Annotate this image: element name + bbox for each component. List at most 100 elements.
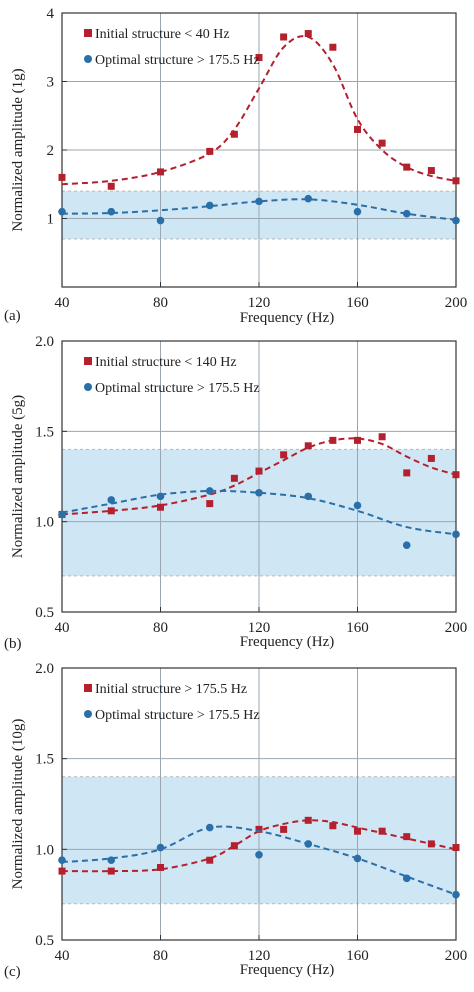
data-point-square [58, 867, 66, 875]
data-point-square [157, 863, 164, 871]
data-point-circle [205, 823, 214, 832]
data-point-square [354, 125, 361, 133]
data-point-circle [205, 487, 214, 495]
data-point-square [354, 827, 361, 835]
y-tick-label: 3 [47, 75, 55, 91]
x-tick-label: 40 [55, 620, 70, 636]
data-point-square [452, 177, 460, 185]
x-tick-label: 200 [445, 948, 468, 964]
data-point-square [452, 471, 460, 479]
y-tick-label: 1.5 [35, 752, 54, 768]
data-point-square [206, 856, 214, 864]
data-point-square [157, 503, 164, 511]
data-point-square [304, 30, 312, 38]
data-point-square [403, 469, 411, 477]
fit-curve [61, 825, 457, 896]
legend-circle-marker [84, 710, 92, 718]
legend-entry: Initial structure < 140 Hz [84, 355, 237, 370]
x-tick-label: 80 [153, 295, 168, 311]
data-point-circle [107, 856, 116, 865]
series-optimal [58, 487, 460, 549]
y-tick-label: 2.0 [35, 334, 54, 350]
data-point-circle [304, 492, 313, 501]
data-point-square [255, 825, 263, 833]
data-point-circle [58, 207, 66, 216]
data-point-square [427, 167, 435, 175]
y-axis-label: Normalized amplitude (10g) [10, 719, 26, 890]
data-point-square [329, 822, 337, 830]
legend-label: Optimal structure > 175.5 Hz [95, 53, 260, 68]
data-point-circle [156, 843, 165, 852]
data-point-circle [452, 530, 460, 539]
panel-b: 40 80 120 160 200 0.5 1.0 1.5 2.0 Frequency (Hz) N… [4, 334, 467, 652]
legend-label: Initial structure < 140 Hz [95, 355, 237, 370]
x-tick-label: 160 [346, 620, 369, 636]
legend-entry: Optimal structure > 175.5 Hz [84, 708, 260, 723]
x-tick-label: 120 [248, 620, 271, 636]
data-point-circle [304, 194, 313, 203]
data-point-square [403, 163, 411, 171]
series-initial [58, 816, 460, 875]
panel-label: (a) [4, 308, 21, 324]
data-point-square [58, 173, 66, 181]
data-point-square [107, 867, 115, 875]
legend-label: Initial structure > 175.5 Hz [95, 682, 247, 697]
data-point-square [403, 833, 411, 841]
x-tick-label: 120 [248, 948, 271, 964]
data-point-square [280, 825, 288, 833]
data-point-circle [156, 216, 165, 225]
x-tick-label: 40 [55, 295, 70, 311]
panel-label: (b) [4, 636, 22, 652]
data-point-square [280, 451, 288, 459]
data-point-circle [452, 890, 460, 899]
y-tick-label: 1.0 [35, 842, 54, 858]
data-point-circle [402, 874, 411, 883]
y-axis-label: Normalized amplitude (1g) [10, 68, 26, 231]
legend-entry: Optimal structure > 175.5 Hz [84, 381, 260, 396]
data-point-square [378, 139, 386, 147]
data-point-square [354, 436, 361, 444]
x-tick-label: 200 [445, 295, 468, 311]
data-point-square [107, 182, 115, 190]
y-tick-label: 2.0 [35, 661, 54, 677]
data-point-square [157, 168, 164, 176]
data-point-circle [353, 501, 362, 510]
fit-curve [61, 198, 457, 221]
x-tick-label: 120 [248, 295, 271, 311]
y-tick-label: 1.0 [35, 515, 54, 531]
y-tick-label: 2 [47, 143, 55, 159]
data-point-circle [353, 854, 362, 863]
data-point-circle [353, 207, 362, 216]
data-point-square [378, 433, 386, 441]
y-tick-label: 0.5 [35, 605, 54, 621]
data-point-circle [205, 201, 214, 210]
data-point-square [107, 507, 115, 515]
legend-square-marker [84, 684, 92, 692]
x-tick-label: 160 [346, 295, 369, 311]
series-initial [58, 30, 460, 190]
data-point-circle [255, 850, 263, 859]
data-point-circle [58, 856, 66, 865]
fit-curve [61, 489, 457, 536]
data-point-circle [402, 541, 411, 549]
x-tick-label: 80 [153, 620, 168, 636]
data-point-square [452, 844, 460, 852]
legend-label: Initial structure < 40 Hz [95, 27, 230, 42]
series-optimal [58, 823, 460, 899]
data-point-square [230, 474, 238, 482]
legend-entry: Initial structure > 175.5 Hz [84, 682, 247, 697]
data-point-circle [107, 496, 116, 504]
data-point-square [427, 454, 435, 462]
data-point-square [206, 500, 214, 508]
y-tick-label: 1 [47, 212, 55, 228]
legend-entry: Optimal structure > 175.5 Hz [84, 53, 260, 68]
fit-curve [61, 437, 457, 516]
data-point-circle [402, 209, 411, 218]
legend-label: Optimal structure > 175.5 Hz [95, 708, 260, 723]
y-tick-label: 0.5 [35, 933, 54, 949]
data-point-square [255, 54, 263, 62]
y-tick-label: 4 [47, 6, 55, 22]
data-point-square [427, 840, 435, 848]
data-point-square [329, 43, 337, 51]
